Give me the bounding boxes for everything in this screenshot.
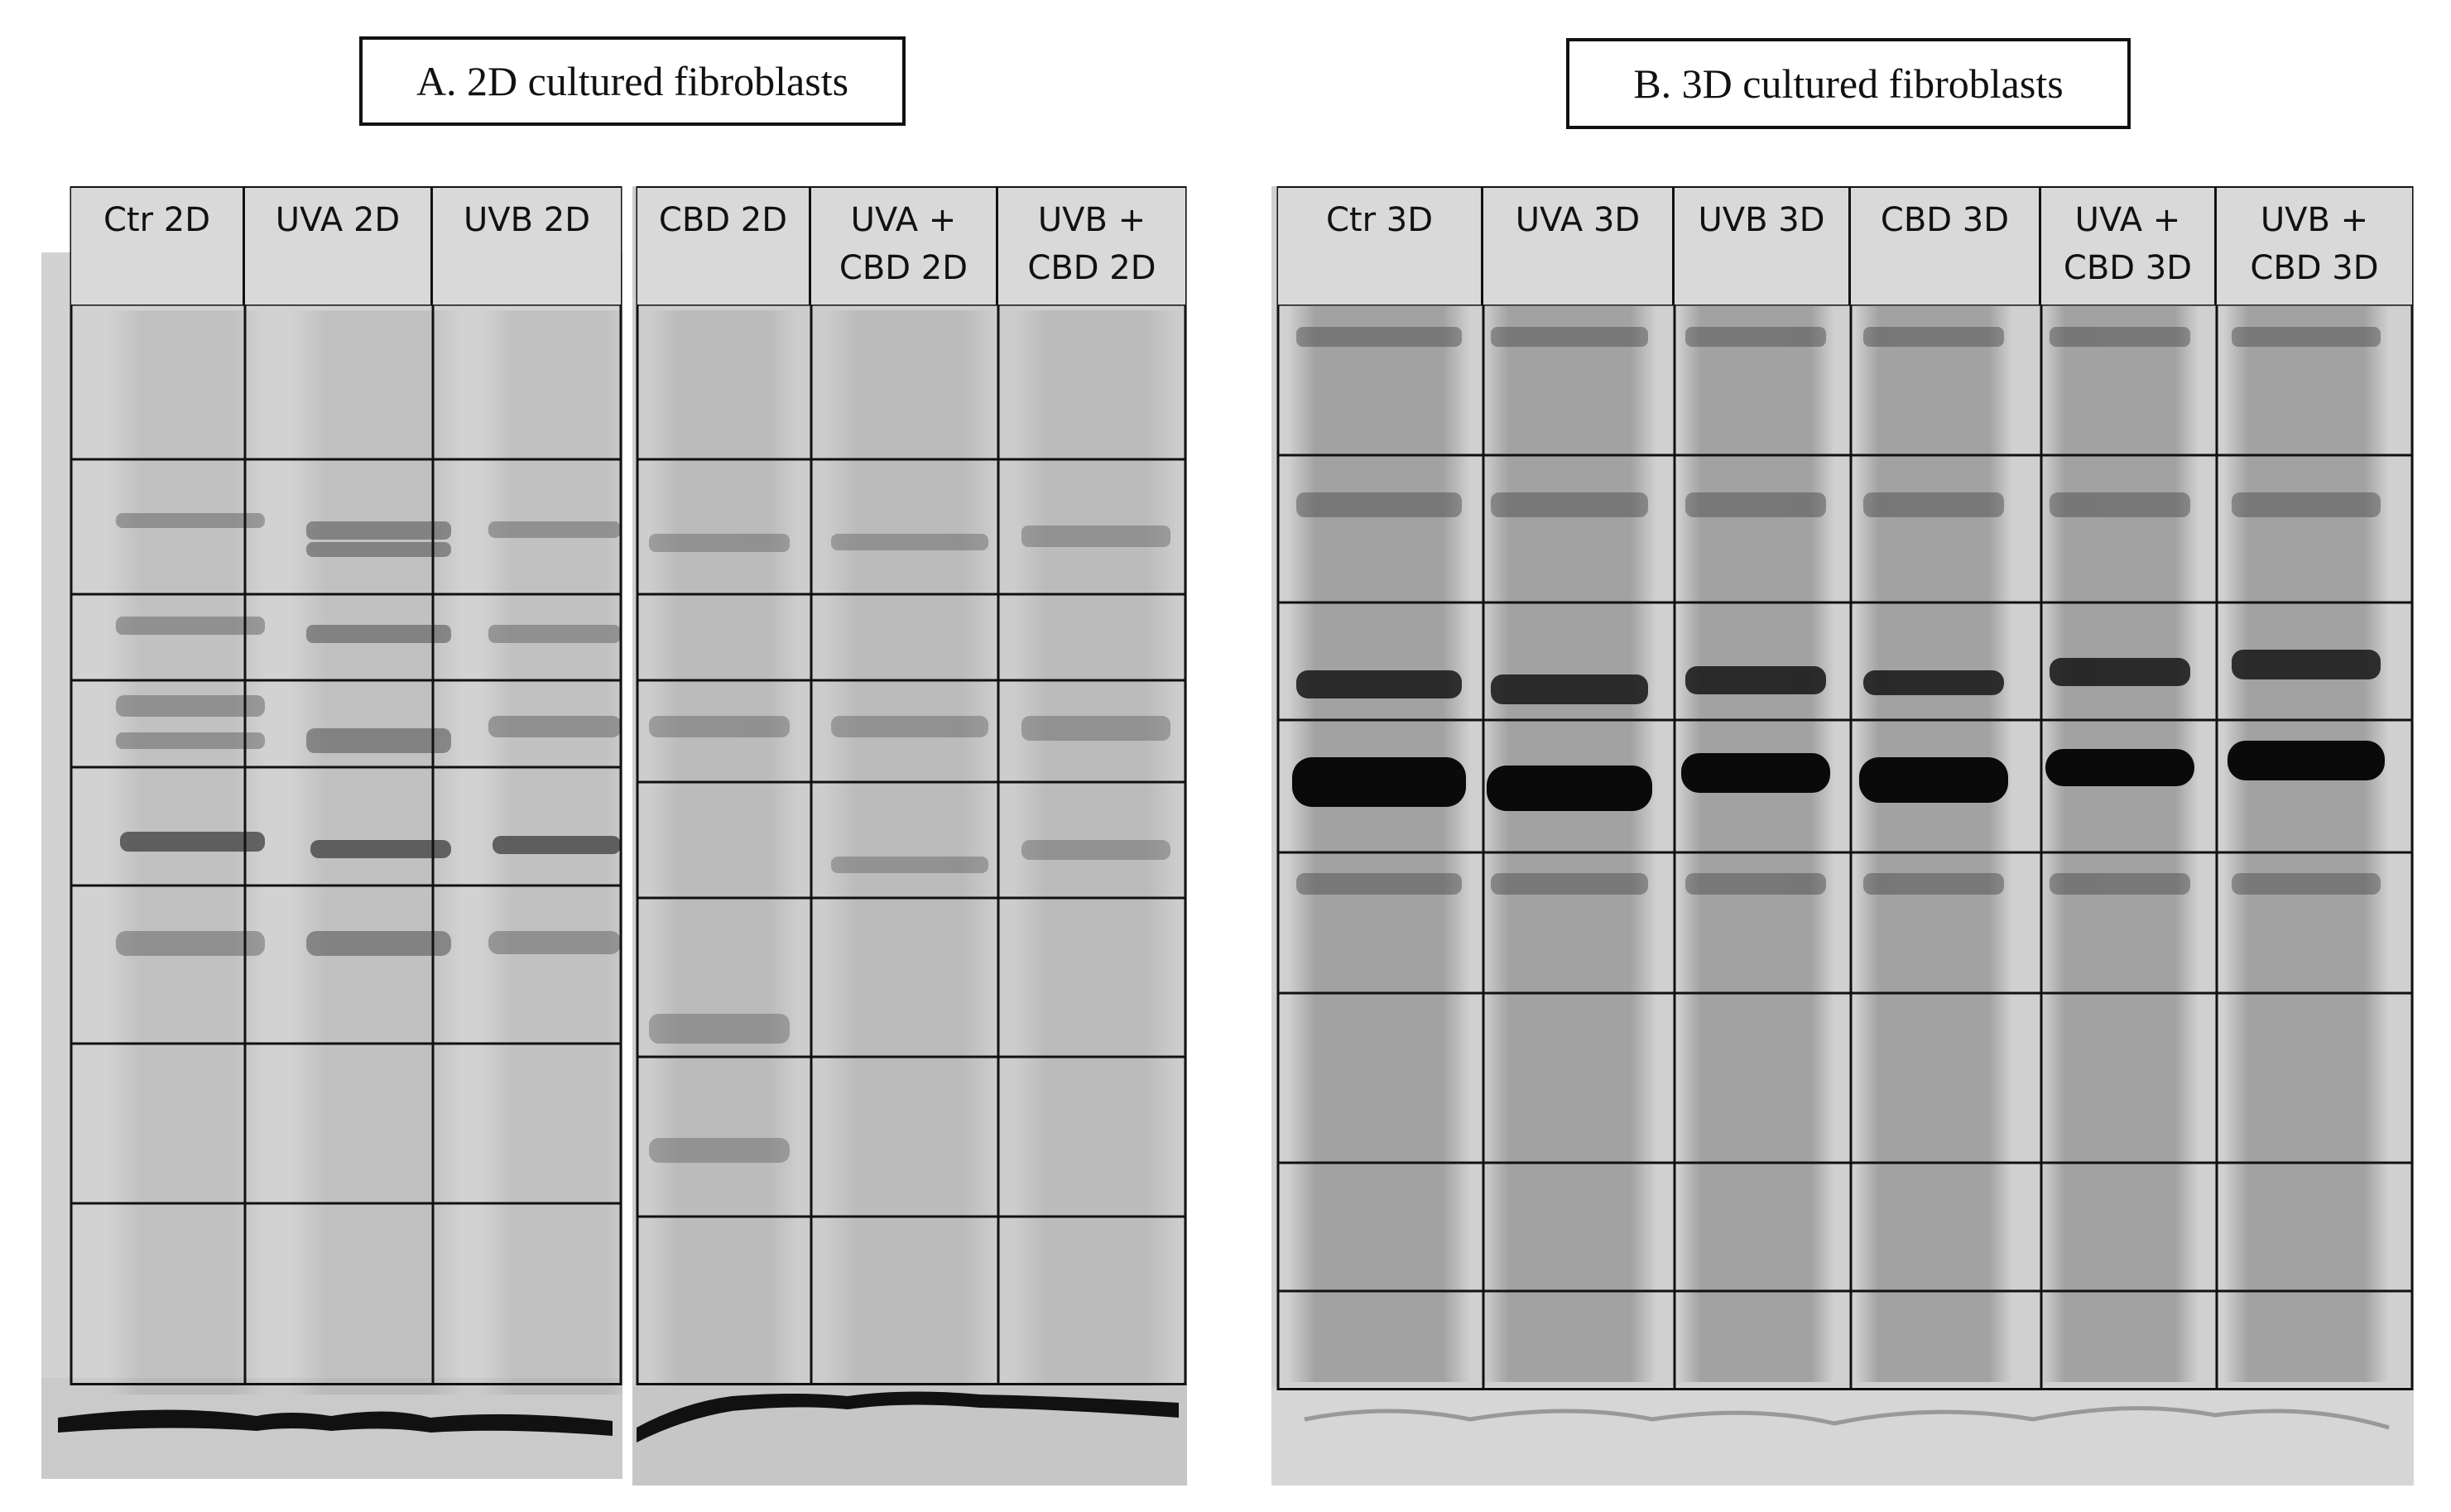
- gel-3d-image: [1271, 186, 2414, 1486]
- lane-label: CBD 2D: [637, 188, 811, 305]
- lane-label: UVB 3D: [1675, 188, 1851, 305]
- panel-a-title: A. 2D cultured fibroblasts: [359, 36, 906, 126]
- lane-label: Ctr 2D: [71, 188, 245, 305]
- gel-2d-right-image: [632, 186, 1187, 1486]
- lane-label: UVB 2D: [463, 201, 591, 239]
- gel-3d: Ctr 3D UVA 3D UVB 3D CBD 3D UVA + CBD 3D…: [1271, 186, 2414, 1486]
- gel-2d-right: CBD 2D UVA + CBD 2D UVB + CBD 2D: [632, 186, 1187, 1486]
- gel-2d-left-header: Ctr 2D UVA 2D UVB 2D: [71, 188, 621, 305]
- gel-2d-right-header: CBD 2D UVA + CBD 2D UVB + CBD 2D: [637, 188, 1185, 305]
- panel-b-title: B. 3D cultured fibroblasts: [1566, 38, 2131, 129]
- lane-label: UVA 3D: [1483, 188, 1675, 305]
- lane-label: Ctr 3D: [1278, 188, 1483, 305]
- gel-3d-header: Ctr 3D UVA 3D UVB 3D CBD 3D UVA + CBD 3D…: [1278, 188, 2412, 305]
- gel-2d-left: Ctr 2D UVA 2D UVB 2D: [41, 186, 622, 1479]
- lane-label: UVA 2D: [245, 188, 433, 305]
- lane-label: UVB + CBD 3D: [2250, 201, 2379, 287]
- lane-label: CBD 3D: [1851, 188, 2041, 305]
- lane-label: UVB + CBD 2D: [1027, 201, 1156, 287]
- lane-label: UVA + CBD 2D: [811, 188, 998, 305]
- gel-2d-left-image: [41, 186, 622, 1479]
- lane-label: UVA + CBD 3D: [2041, 188, 2217, 305]
